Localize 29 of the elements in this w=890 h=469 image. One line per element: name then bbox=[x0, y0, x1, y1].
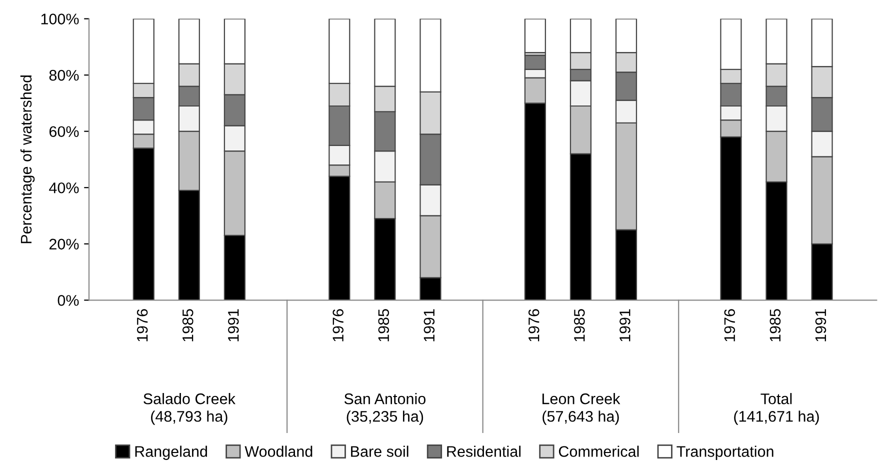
text: Total (141,671 ha) bbox=[734, 393, 819, 425]
legend-label: Woodland bbox=[244, 446, 312, 457]
y-tick-label: 100% bbox=[41, 14, 79, 24]
x-tick-label: 1985 bbox=[182, 309, 194, 342]
y-tick-label: 60% bbox=[49, 126, 79, 138]
x-tick-label: 1991 bbox=[620, 309, 630, 342]
x-tick-label: 1985 bbox=[574, 309, 585, 342]
y-tick-label: 20% bbox=[49, 238, 79, 250]
x-tick-label: 1985 bbox=[378, 309, 390, 342]
legend-label: Commerical bbox=[558, 446, 639, 457]
legend-label: Bare soil bbox=[351, 446, 408, 457]
x-tick-label: 1991 bbox=[228, 309, 239, 342]
x-tick-label: 1976 bbox=[136, 309, 148, 342]
y-axis-title: Percentage of watershed bbox=[20, 76, 35, 244]
legend-label: Transportation bbox=[676, 446, 774, 460]
x-tick-label: 1991 bbox=[815, 309, 826, 342]
legend-label: Residential bbox=[447, 446, 520, 457]
x-tick-label: 1985 bbox=[770, 309, 781, 342]
text: Leon Creek (57,643 ha) bbox=[542, 393, 620, 425]
text: San Antonio (35,235 ha) bbox=[344, 393, 426, 425]
y-tick-label: 80% bbox=[49, 70, 79, 81]
y-tick-label: 0% bbox=[58, 295, 79, 306]
text: Salado Creek (48,793 ha) bbox=[144, 393, 236, 425]
x-tick-label: 1991 bbox=[424, 309, 435, 342]
x-tick-label: 1976 bbox=[528, 309, 540, 342]
legend-label: Rangeland bbox=[135, 446, 207, 460]
x-tick-label: 1976 bbox=[332, 309, 344, 342]
y-tick-label: 40% bbox=[49, 182, 79, 194]
x-tick-label: 1976 bbox=[724, 309, 736, 342]
